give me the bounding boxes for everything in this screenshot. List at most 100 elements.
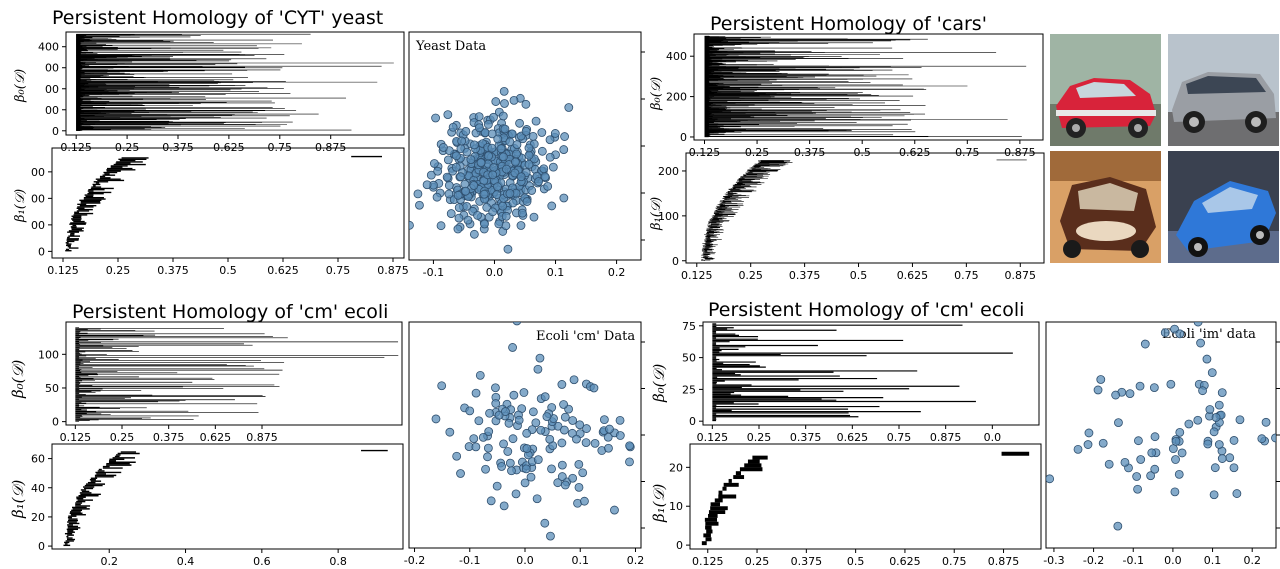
data-point	[445, 427, 455, 437]
data-point	[483, 452, 492, 462]
x-tick-label: 0.375	[791, 555, 823, 568]
data-point	[534, 177, 543, 186]
data-point	[437, 381, 447, 391]
data-point	[481, 464, 490, 474]
data-point	[1175, 427, 1185, 437]
y-tick-label: 20	[31, 511, 45, 524]
data-point	[444, 189, 454, 199]
data-point	[480, 219, 489, 229]
data-point	[488, 170, 498, 180]
data-point	[451, 162, 461, 172]
x-tick-label: 0.125	[697, 431, 729, 444]
y-tick-label: 50	[45, 382, 59, 395]
y-tick-label: 00	[45, 62, 59, 75]
x-tick-label: 0.875	[988, 555, 1020, 568]
data-point	[489, 112, 498, 122]
ecoli-im-title: Persistent Homology of 'cm' ecoli	[708, 299, 1024, 321]
data-point	[491, 97, 501, 106]
data-point	[484, 151, 493, 161]
x-tick-label: 0.875	[1005, 269, 1037, 282]
data-point	[1113, 521, 1123, 531]
data-point	[494, 410, 504, 420]
data-point	[643, 410, 651, 418]
data-point	[1205, 405, 1215, 414]
data-point	[521, 99, 531, 109]
data-point	[517, 208, 527, 218]
data-point	[1171, 455, 1180, 464]
x-tick-label: 0.625	[267, 264, 299, 277]
x-tick-label: 0.375	[790, 431, 822, 444]
data-point	[457, 136, 467, 146]
data-point	[483, 443, 493, 453]
data-point	[1046, 474, 1055, 484]
data-point	[443, 155, 453, 165]
data-point	[553, 421, 563, 431]
ecoli-cm-scatter-title: Ecoli 'cm' Data	[536, 329, 635, 344]
data-point	[1217, 454, 1227, 463]
ecoli-cm-scatter-panel: -0.2 -0.1 0.0 0.1 0.2	[404, 321, 653, 567]
x-tick-label: -0.1	[423, 266, 444, 279]
data-point	[522, 428, 532, 438]
x-tick-label: 0.375	[153, 431, 185, 444]
data-point	[452, 451, 462, 461]
cars-b0-ylabel: β₀(𝒟)	[649, 77, 664, 111]
data-point	[1235, 415, 1245, 425]
data-point	[568, 473, 578, 483]
data-point	[1125, 389, 1135, 399]
data-point	[508, 343, 517, 352]
y-tick-label: 100	[658, 210, 679, 223]
data-point	[1166, 379, 1176, 389]
x-tick-label: 0.625	[200, 431, 232, 444]
data-point	[545, 135, 555, 145]
data-point	[466, 155, 476, 165]
data-point	[1217, 388, 1227, 398]
data-point	[430, 159, 439, 168]
data-point	[539, 164, 549, 174]
data-point	[501, 211, 511, 221]
x-tick-label: 0.25	[110, 431, 135, 444]
data-point	[1114, 418, 1123, 428]
x-tick-label: -0.2	[1083, 554, 1104, 567]
data-point	[1150, 432, 1160, 442]
data-point	[625, 457, 634, 467]
data-point	[479, 189, 489, 199]
data-point	[533, 455, 543, 465]
data-point	[559, 425, 569, 435]
data-point	[471, 388, 481, 398]
x-tick-label: -0.1	[1123, 554, 1144, 567]
silver-car-image	[1168, 34, 1279, 146]
x-tick-label: 0.125	[692, 555, 724, 568]
y-tick-label: 0	[689, 415, 696, 428]
data-point	[524, 160, 534, 169]
data-point	[528, 131, 538, 141]
data-point	[510, 168, 520, 178]
data-point	[524, 150, 534, 160]
data-point	[590, 438, 600, 448]
data-point	[572, 434, 581, 444]
data-point	[557, 438, 567, 448]
data-point	[560, 412, 570, 422]
x-tick-label: 0.1	[571, 554, 589, 567]
x-tick-label: 0.2	[627, 554, 645, 567]
data-point	[645, 409, 653, 417]
data-point	[499, 152, 508, 162]
data-point	[503, 244, 513, 254]
y-tick-label: 200	[666, 91, 687, 104]
data-point	[461, 186, 471, 196]
plots-layer: 0.125 0.25 0.375 0.625 0.75 0.87540000000000.…	[31, 31, 1280, 568]
data-point	[524, 143, 534, 153]
yeast-b0-frame	[65, 31, 405, 136]
x-tick-label: 0.1	[547, 266, 565, 279]
yeast-b1-ylabel: β₁(𝒟)	[13, 189, 28, 223]
x-tick-label: 0.75	[326, 264, 351, 277]
y-tick-label: 20	[669, 461, 683, 474]
x-tick-label: -0.2	[404, 554, 425, 567]
points-group	[1046, 322, 1276, 531]
data-point	[446, 209, 456, 218]
data-point	[615, 415, 625, 425]
data-point	[503, 447, 513, 456]
ecoli-im-scatter-title: Ecoli 'im' data	[1162, 327, 1256, 342]
data-point	[515, 118, 524, 128]
